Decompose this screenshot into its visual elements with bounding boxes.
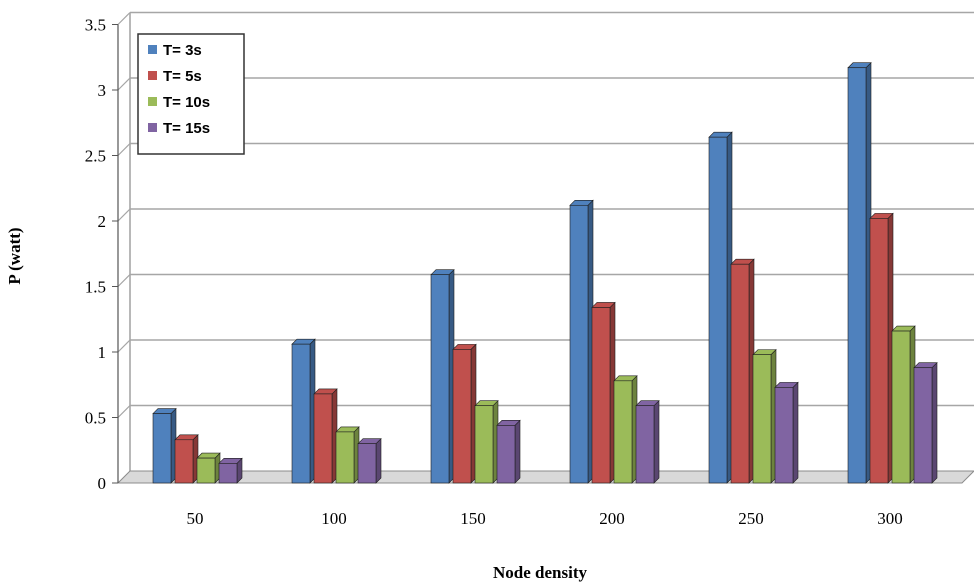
y-tick-label: 2.5 xyxy=(85,147,106,166)
x-tick-label: 300 xyxy=(877,509,903,528)
x-tick-label: 50 xyxy=(187,509,204,528)
bar-t5s-250 xyxy=(730,258,755,484)
bar-t3s-100 xyxy=(291,338,316,484)
bar-t5s-100 xyxy=(313,388,338,484)
bar-t3s-300 xyxy=(847,62,872,484)
legend-swatch xyxy=(148,71,157,80)
legend-label: T= 5s xyxy=(163,68,202,85)
bar-t3s-150 xyxy=(430,268,455,484)
y-axis xyxy=(112,24,119,484)
bar-t10s-150 xyxy=(474,399,499,484)
bar-t10s-250 xyxy=(752,348,777,484)
legend-swatch xyxy=(148,45,157,54)
bar-t3s-200 xyxy=(569,199,594,484)
bars xyxy=(152,62,938,484)
bar-t10s-100 xyxy=(335,426,360,484)
floor-plane xyxy=(116,470,974,484)
gridline-diagonal xyxy=(117,208,131,222)
gridline-diagonal xyxy=(117,77,131,91)
y-tick-labels: 0 0.5 1 1.5 2 2.5 3 3.5 xyxy=(85,16,106,494)
bar-t15s-250 xyxy=(774,381,799,484)
y-axis-title: P (watt) xyxy=(5,227,24,284)
bar-t15s-200 xyxy=(635,399,660,484)
legend: T= 3s T= 5s T= 10s T= 15s xyxy=(137,33,245,155)
x-tick-label: 100 xyxy=(321,509,347,528)
bar-t10s-50 xyxy=(196,452,221,484)
chart-floor xyxy=(116,470,974,484)
bar-t15s-300 xyxy=(913,361,938,484)
gridline-diagonal xyxy=(117,274,131,287)
gridline-diagonal xyxy=(117,339,131,353)
x-tick-labels: 50 100 150 200 250 300 xyxy=(187,509,903,528)
y-tick-label: 3.5 xyxy=(85,16,106,35)
bar-t10s-200 xyxy=(613,375,638,484)
x-tick-label: 150 xyxy=(460,509,486,528)
x-tick-label: 250 xyxy=(738,509,764,528)
y-tick-label: 3 xyxy=(98,81,107,100)
gridline-diagonal xyxy=(117,405,131,418)
x-axis-title: Node density xyxy=(493,563,587,582)
x-tick-label: 200 xyxy=(599,509,625,528)
legend-label: T= 3s xyxy=(163,42,202,59)
bar-t15s-100 xyxy=(357,437,382,484)
gridline-diagonal xyxy=(117,12,131,25)
gridlines xyxy=(117,11,974,471)
legend-label: T= 10s xyxy=(163,94,210,111)
y-tick-label: 1 xyxy=(98,343,107,362)
y-tick-label: 2 xyxy=(98,212,107,231)
y-tick-label: 0 xyxy=(98,474,107,493)
y-tick-label: 1.5 xyxy=(85,278,106,297)
legend-swatch xyxy=(148,97,157,106)
bar-t5s-200 xyxy=(591,301,616,484)
bar-t3s-50 xyxy=(152,407,177,484)
bar-t5s-300 xyxy=(869,212,894,484)
bar-t15s-150 xyxy=(496,419,521,484)
legend-swatch xyxy=(148,123,157,132)
bar-t15s-50 xyxy=(218,457,243,484)
bar-t5s-50 xyxy=(174,434,199,484)
bar-t10s-300 xyxy=(891,325,916,484)
bar-t3s-250 xyxy=(708,131,733,484)
legend-label: T= 15s xyxy=(163,120,210,137)
y-tick-label: 0.5 xyxy=(85,409,106,428)
bar-t5s-150 xyxy=(452,343,477,484)
gridline-diagonal xyxy=(117,143,131,156)
